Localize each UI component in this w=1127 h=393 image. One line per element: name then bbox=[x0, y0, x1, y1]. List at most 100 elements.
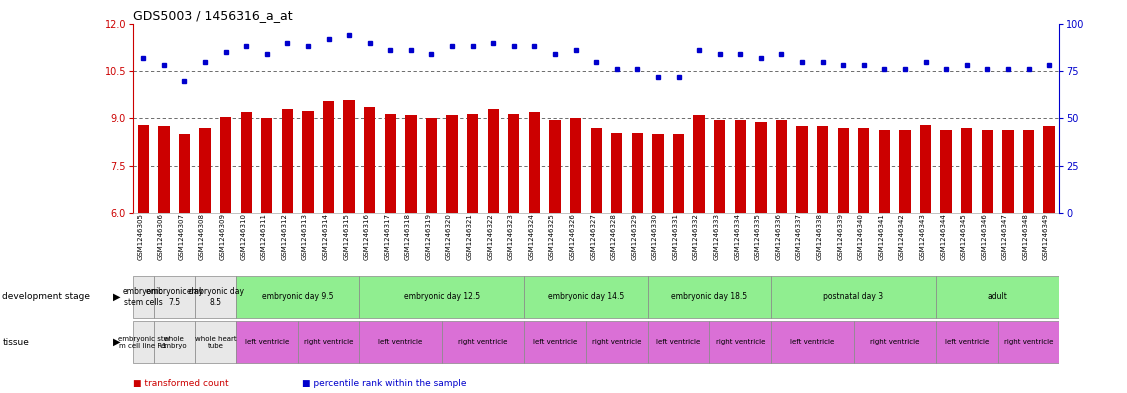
Text: GDS5003 / 1456316_a_at: GDS5003 / 1456316_a_at bbox=[133, 9, 293, 22]
Text: GSM1246309: GSM1246309 bbox=[220, 213, 225, 261]
Bar bbox=[899, 130, 911, 213]
Bar bbox=[586, 321, 648, 364]
Text: whole
embryo: whole embryo bbox=[161, 336, 187, 349]
Bar bbox=[591, 128, 602, 213]
Text: right ventricle: right ventricle bbox=[459, 339, 507, 345]
Text: GSM1246341: GSM1246341 bbox=[878, 213, 885, 260]
Bar bbox=[442, 321, 524, 364]
Text: postnatal day 3: postnatal day 3 bbox=[824, 292, 884, 301]
Text: left ventricle: left ventricle bbox=[656, 339, 701, 345]
Text: embryonic day 14.5: embryonic day 14.5 bbox=[548, 292, 624, 301]
Bar bbox=[941, 130, 952, 213]
Text: GSM1246339: GSM1246339 bbox=[837, 213, 843, 261]
Bar bbox=[133, 275, 153, 318]
Text: GSM1246348: GSM1246348 bbox=[1022, 213, 1029, 260]
Text: GSM1246337: GSM1246337 bbox=[796, 213, 802, 261]
Bar bbox=[364, 107, 375, 213]
Text: ▶: ▶ bbox=[113, 337, 121, 347]
Bar bbox=[323, 101, 335, 213]
Text: GSM1246326: GSM1246326 bbox=[569, 213, 576, 260]
Text: GSM1246307: GSM1246307 bbox=[178, 213, 185, 261]
Text: GSM1246343: GSM1246343 bbox=[920, 213, 925, 260]
Bar bbox=[384, 114, 396, 213]
Text: right ventricle: right ventricle bbox=[1004, 339, 1054, 345]
Text: GSM1246319: GSM1246319 bbox=[426, 213, 432, 261]
Text: right ventricle: right ventricle bbox=[592, 339, 641, 345]
Text: GSM1246325: GSM1246325 bbox=[549, 213, 554, 260]
Bar bbox=[446, 115, 458, 213]
Text: left ventricle: left ventricle bbox=[379, 339, 423, 345]
Text: tissue: tissue bbox=[2, 338, 29, 347]
Bar bbox=[158, 127, 169, 213]
Bar bbox=[524, 321, 586, 364]
Text: GSM1246324: GSM1246324 bbox=[529, 213, 534, 260]
Text: GSM1246320: GSM1246320 bbox=[446, 213, 452, 260]
Text: GSM1246338: GSM1246338 bbox=[817, 213, 823, 261]
Bar bbox=[817, 127, 828, 213]
Bar bbox=[673, 134, 684, 213]
Bar bbox=[611, 133, 622, 213]
Bar bbox=[133, 321, 153, 364]
Bar bbox=[302, 110, 313, 213]
Bar bbox=[240, 112, 251, 213]
Text: embryonic day 18.5: embryonic day 18.5 bbox=[672, 292, 747, 301]
Bar bbox=[648, 321, 709, 364]
Text: GSM1246317: GSM1246317 bbox=[384, 213, 390, 261]
Text: GSM1246345: GSM1246345 bbox=[960, 213, 967, 260]
Text: GSM1246323: GSM1246323 bbox=[508, 213, 514, 260]
Bar bbox=[426, 119, 437, 213]
Text: GSM1246312: GSM1246312 bbox=[282, 213, 287, 260]
Text: embryonic day
8.5: embryonic day 8.5 bbox=[187, 287, 243, 307]
Text: right ventricle: right ventricle bbox=[870, 339, 920, 345]
Bar bbox=[467, 114, 478, 213]
Bar bbox=[1023, 130, 1035, 213]
Bar bbox=[137, 125, 149, 213]
Bar bbox=[879, 130, 890, 213]
Bar bbox=[199, 128, 211, 213]
Bar bbox=[236, 275, 360, 318]
Bar bbox=[549, 120, 560, 213]
Bar bbox=[406, 115, 417, 213]
Text: GSM1246332: GSM1246332 bbox=[693, 213, 699, 260]
Bar bbox=[715, 120, 726, 213]
Text: GSM1246335: GSM1246335 bbox=[755, 213, 761, 260]
Bar bbox=[709, 321, 771, 364]
Bar bbox=[282, 109, 293, 213]
Text: GSM1246344: GSM1246344 bbox=[940, 213, 947, 260]
Bar bbox=[648, 275, 771, 318]
Text: right ventricle: right ventricle bbox=[716, 339, 765, 345]
Text: GSM1246342: GSM1246342 bbox=[899, 213, 905, 260]
Text: ▶: ▶ bbox=[113, 292, 121, 302]
Text: GSM1246310: GSM1246310 bbox=[240, 213, 246, 261]
Text: GSM1246321: GSM1246321 bbox=[467, 213, 472, 260]
Bar bbox=[360, 275, 524, 318]
Bar bbox=[858, 128, 869, 213]
Bar bbox=[220, 117, 231, 213]
Text: left ventricle: left ventricle bbox=[790, 339, 834, 345]
Text: embryonic ste
m cell line R1: embryonic ste m cell line R1 bbox=[118, 336, 168, 349]
Text: GSM1246346: GSM1246346 bbox=[982, 213, 987, 260]
Text: GSM1246308: GSM1246308 bbox=[199, 213, 205, 261]
Bar bbox=[1044, 127, 1055, 213]
Text: adult: adult bbox=[987, 292, 1008, 301]
Bar bbox=[298, 321, 360, 364]
Bar bbox=[261, 119, 273, 213]
Text: GSM1246314: GSM1246314 bbox=[322, 213, 329, 260]
Bar bbox=[755, 122, 766, 213]
Text: GSM1246329: GSM1246329 bbox=[631, 213, 638, 260]
Text: development stage: development stage bbox=[2, 292, 90, 301]
Bar bbox=[570, 119, 582, 213]
Text: embryonic day 12.5: embryonic day 12.5 bbox=[403, 292, 480, 301]
Bar bbox=[735, 120, 746, 213]
Text: ■ percentile rank within the sample: ■ percentile rank within the sample bbox=[302, 378, 467, 387]
Text: GSM1246336: GSM1246336 bbox=[775, 213, 781, 261]
Text: right ventricle: right ventricle bbox=[304, 339, 353, 345]
Bar bbox=[524, 275, 648, 318]
Text: embryonic day 9.5: embryonic day 9.5 bbox=[261, 292, 334, 301]
Text: left ventricle: left ventricle bbox=[533, 339, 577, 345]
Text: GSM1246328: GSM1246328 bbox=[611, 213, 616, 260]
Text: GSM1246311: GSM1246311 bbox=[260, 213, 267, 261]
Bar bbox=[153, 321, 195, 364]
Text: GSM1246306: GSM1246306 bbox=[158, 213, 163, 261]
Bar bbox=[775, 120, 787, 213]
